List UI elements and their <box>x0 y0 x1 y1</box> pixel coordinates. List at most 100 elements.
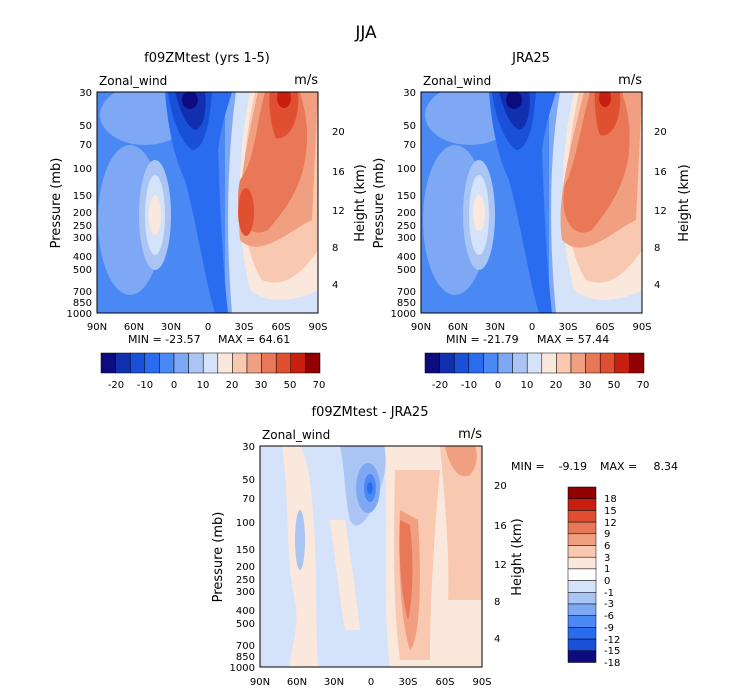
panel-obs: JRA25 Zonal_wind m/s 30 50 <box>372 51 692 391</box>
height-tick: 16 <box>494 521 507 532</box>
y-tick: 1000 <box>230 663 255 674</box>
colorbar-swatch <box>468 352 484 374</box>
max-stat: MAX = 57.44 <box>537 333 609 346</box>
y-tick: 30 <box>79 88 92 99</box>
colorbar-swatch <box>567 580 597 593</box>
positive-band-b <box>330 520 360 630</box>
x-tick: 60N <box>448 322 468 333</box>
y2-axis-title: Height (km) <box>510 518 525 595</box>
max-stat: MAX = <box>600 460 637 473</box>
plot-area <box>260 446 482 667</box>
colorbar-swatch <box>497 352 513 374</box>
colorbar-label: 70 <box>637 380 650 391</box>
y-tick: 100 <box>236 518 255 529</box>
colorbar-swatch <box>567 627 597 640</box>
jet-core <box>599 92 611 107</box>
plot-area <box>421 92 642 313</box>
x-axis: 90N 60N 30N 0 30S 60S 90S <box>250 677 492 688</box>
colorbar-label: -18 <box>604 658 620 669</box>
colorbar-swatch <box>173 352 189 374</box>
plot-frame <box>96 91 319 314</box>
colorbar-swatch <box>541 352 557 374</box>
y-tick: 300 <box>236 587 255 598</box>
colorbar-label: -20 <box>108 380 124 391</box>
easterly-jet-core-c <box>182 92 198 109</box>
colorbar-label: -20 <box>432 380 448 391</box>
plot-frame <box>420 91 643 314</box>
colorbar-swatch <box>100 352 116 374</box>
colorbar-swatch <box>567 638 597 652</box>
colorbar-label: -6 <box>604 611 614 622</box>
colorbar-label: 15 <box>604 506 617 517</box>
x-tick: 0 <box>205 322 211 333</box>
plot-area <box>97 92 318 313</box>
max-stat: MAX = 64.61 <box>218 333 290 346</box>
x-tick: 60N <box>287 677 307 688</box>
y-axis-title: Pressure (mb) <box>372 158 387 249</box>
min-value: -9.19 <box>559 460 587 473</box>
colorbar-label: -10 <box>461 380 477 391</box>
y-tick: 50 <box>403 121 416 132</box>
y-tick: 300 <box>397 233 416 244</box>
nh-westerly-c <box>473 195 485 231</box>
y-tick: 400 <box>236 606 255 617</box>
y-tick: 30 <box>403 88 416 99</box>
height-tick: 16 <box>332 167 345 178</box>
x-tick: 90S <box>472 677 491 688</box>
y-tick: 100 <box>397 164 416 175</box>
colorbar-label: 70 <box>313 380 326 391</box>
colorbar-label: 30 <box>579 380 592 391</box>
colorbar-swatch <box>567 533 597 546</box>
x-axis: 90N 60N 30N 0 30S 60S 90S <box>87 322 328 333</box>
colorbar-label: 0 <box>495 380 501 391</box>
colorbar-swatch <box>567 498 597 511</box>
variable-label: Zonal_wind <box>262 428 330 442</box>
x-tick: 30N <box>324 677 344 688</box>
colorbar-swatch <box>232 352 248 374</box>
y-tick: 500 <box>236 619 255 630</box>
colorbar-swatch <box>159 352 175 374</box>
x-tick: 30S <box>234 322 253 333</box>
colorbar-swatch <box>614 352 630 374</box>
variable-label: Zonal_wind <box>423 74 491 88</box>
colorbar-swatch <box>567 510 597 523</box>
colorbar-swatch <box>483 352 499 374</box>
jet-core <box>277 92 291 108</box>
y-axis-left: 30 50 70 100 150 200 250 300 400 500 700… <box>230 442 255 674</box>
colorbar-swatch <box>567 521 597 535</box>
height-tick: 20 <box>494 481 507 492</box>
x-tick: 60N <box>124 322 144 333</box>
colorbar-swatch <box>424 352 440 374</box>
y-tick: 70 <box>79 140 92 151</box>
colorbar-label: 0 <box>604 576 610 587</box>
negative-region-e <box>295 510 305 570</box>
y-tick: 200 <box>397 208 416 219</box>
positive-band-f <box>399 520 413 620</box>
negative-region-d <box>367 482 373 494</box>
y-tick: 850 <box>236 652 255 663</box>
colorbar-label: -3 <box>604 599 614 610</box>
colorbar-swatch <box>629 352 645 374</box>
colorbar-swatch <box>246 352 262 374</box>
y-tick: 700 <box>397 287 416 298</box>
x-tick: 30S <box>398 677 417 688</box>
y-axis-left: 30 50 70 100 150 200 250 300 400 500 700… <box>391 88 416 320</box>
height-tick: 4 <box>654 280 660 291</box>
colorbar-swatch <box>115 352 131 374</box>
y-tick: 700 <box>73 287 92 298</box>
x-tick: 30N <box>161 322 181 333</box>
panel-title: f09ZMtest (yrs 1-5) <box>144 51 270 66</box>
colorbar-swatch <box>275 352 292 374</box>
easterly-jet-core-c <box>506 92 522 109</box>
x-axis: 90N 60N 30N 0 30S 60S 90S <box>411 322 652 333</box>
y-axis-title: Pressure (mb) <box>211 512 226 603</box>
x-tick: 30N <box>485 322 505 333</box>
x-tick: 60S <box>595 322 614 333</box>
panel-model: f09ZMtest (yrs 1-5) Zonal_wind m/s <box>49 51 368 391</box>
colorbar-swatch <box>567 603 597 616</box>
colorbar-label: 9 <box>604 529 610 540</box>
colorbar-swatch <box>567 615 597 628</box>
x-tick: 90N <box>87 322 107 333</box>
y-tick: 700 <box>236 641 255 652</box>
